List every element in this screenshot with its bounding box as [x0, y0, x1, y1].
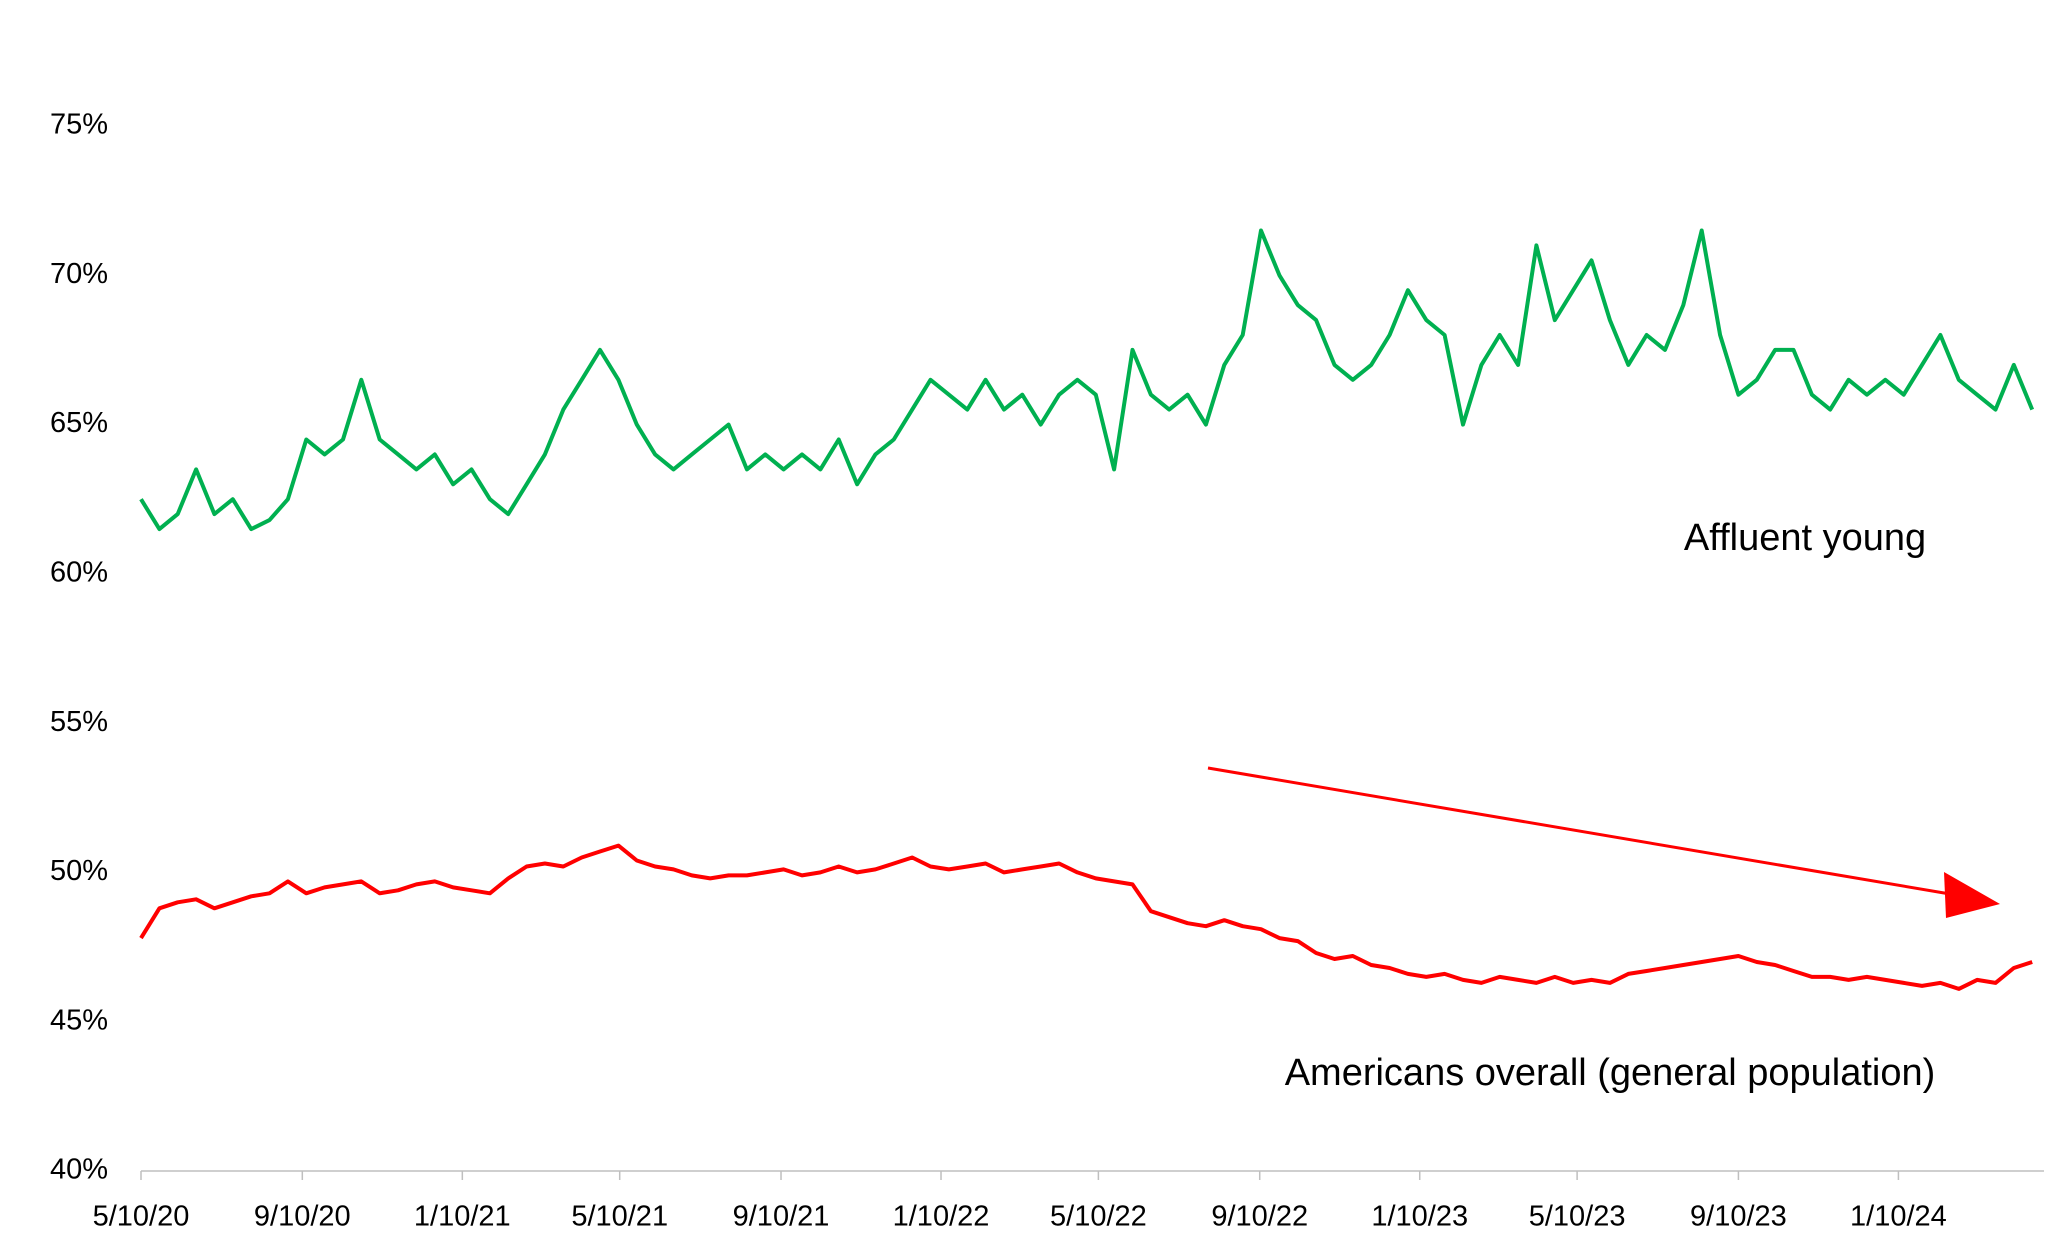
x-tick-label: 9/10/23 [1690, 1201, 1787, 1233]
x-tick-label: 5/10/20 [93, 1201, 190, 1233]
x-tick-label: 5/10/21 [571, 1201, 668, 1233]
arrow-shaft [1207, 766, 1951, 896]
y-tick-label: 40% [50, 1154, 108, 1186]
series-line [139, 228, 2035, 532]
y-tick-label: 55% [50, 706, 108, 738]
x-tick-label: 5/10/23 [1529, 1201, 1626, 1233]
x-tick-label: 1/10/24 [1850, 1201, 1947, 1233]
x-tick-label: 9/10/22 [1211, 1201, 1308, 1233]
series-line [139, 843, 2033, 991]
y-tick-label: 70% [50, 258, 108, 290]
x-tick-label: 5/10/22 [1050, 1201, 1147, 1233]
x-tick-label: 9/10/20 [254, 1201, 351, 1233]
arrow-head [1944, 872, 2000, 918]
x-tick-label: 1/10/22 [893, 1201, 990, 1233]
y-tick-label: 75% [50, 109, 108, 141]
y-tick-label: 50% [50, 855, 108, 887]
x-tick-label: 1/10/23 [1371, 1201, 1468, 1233]
x-tick-label: 1/10/21 [414, 1201, 511, 1233]
x-tick-label: 9/10/21 [733, 1201, 830, 1233]
y-tick-label: 45% [50, 1004, 108, 1036]
y-tick-label: 65% [50, 407, 108, 439]
trend-arrow [1207, 766, 2000, 918]
series-label: Affluent young [1684, 517, 1926, 559]
series-label: Americans overall (general population) [1285, 1052, 1936, 1094]
y-tick-label: 60% [50, 557, 108, 589]
